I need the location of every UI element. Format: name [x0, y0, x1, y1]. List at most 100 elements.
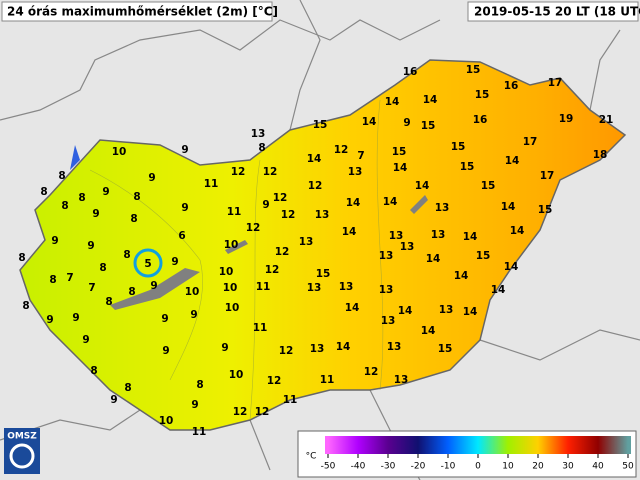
- station-value: 13: [387, 341, 402, 353]
- station-value: 16: [403, 66, 418, 78]
- station-value: 10: [224, 239, 239, 251]
- station-value: 15: [538, 204, 553, 216]
- station-value: 12: [279, 345, 294, 357]
- station-value: 7: [66, 272, 73, 284]
- station-value: 8: [99, 262, 106, 274]
- station-value: 14: [307, 153, 322, 165]
- station-value: 14: [345, 302, 360, 314]
- colorbar-tick-label: -30: [381, 462, 396, 472]
- colorbar-tick-label: -40: [351, 462, 366, 472]
- station-value: 8: [130, 213, 137, 225]
- station-value: 8: [61, 200, 68, 212]
- station-value: 17: [540, 170, 555, 182]
- station-value: 19: [559, 113, 574, 125]
- station-value: 11: [227, 206, 242, 218]
- station-value: 13: [251, 128, 266, 140]
- colorbar-unit: °C: [306, 452, 317, 462]
- station-value: 14: [383, 196, 398, 208]
- colorbar-ticks: -50 -40 -30 -20 -10 0 10 20 30 40 50: [321, 454, 634, 472]
- station-value: 12: [275, 246, 290, 258]
- station-value: 12: [233, 406, 248, 418]
- station-value: 14: [342, 226, 357, 238]
- station-value: 8: [49, 274, 56, 286]
- station-value: 12: [273, 192, 288, 204]
- station-value: 10: [159, 415, 174, 427]
- station-value: 11: [283, 394, 298, 406]
- station-value: 9: [171, 256, 178, 268]
- station-value: 15: [460, 161, 475, 173]
- station-value: 8: [258, 142, 265, 154]
- station-value: 21: [599, 114, 614, 126]
- station-value: 9: [46, 314, 53, 326]
- station-value: 8: [123, 249, 130, 261]
- station-value: 9: [221, 342, 228, 354]
- date-box: [467, 1, 639, 22]
- station-value: 15: [481, 180, 496, 192]
- station-value: 12: [308, 180, 323, 192]
- station-value: 13: [389, 230, 404, 242]
- station-value: 9: [403, 117, 410, 129]
- station-value: 15: [476, 250, 491, 262]
- colorbar-tick-label: -10: [441, 462, 456, 472]
- colorbar: [325, 436, 631, 454]
- station-value: 16: [504, 80, 519, 92]
- station-value: 11: [253, 322, 268, 334]
- station-value: 8: [58, 170, 65, 182]
- contours: [89, 99, 384, 421]
- station-value: 8: [18, 252, 25, 264]
- station-value: 5: [144, 258, 151, 270]
- station-value: 8: [90, 365, 97, 377]
- colorbar-tick-label: 10: [502, 462, 514, 472]
- station-value: 14: [463, 306, 478, 318]
- station-value: 10: [223, 282, 238, 294]
- station-value: 9: [161, 313, 168, 325]
- station-value: 14: [504, 261, 519, 273]
- station-value: 14: [393, 162, 408, 174]
- colorbar-tick-label: -50: [321, 462, 336, 472]
- station-value: 10: [219, 266, 234, 278]
- colorbar-tick-label: 30: [562, 462, 574, 472]
- station-value: 15: [451, 141, 466, 153]
- station-value: 14: [463, 231, 478, 243]
- station-value: 10: [112, 146, 127, 158]
- lake-balaton: [110, 268, 200, 310]
- station-value: 16: [473, 114, 488, 126]
- colorbar-tick-label: 50: [622, 462, 634, 472]
- station-value: 13: [307, 282, 322, 294]
- station-value: 15: [316, 268, 331, 280]
- station-value: 11: [204, 178, 219, 190]
- station-value: 9: [162, 345, 169, 357]
- station-value: 9: [262, 199, 269, 211]
- station-value: 8: [133, 191, 140, 203]
- station-value: 14: [510, 225, 525, 237]
- highlight-circle: [133, 248, 163, 278]
- station-value: 7: [88, 282, 95, 294]
- station-value: 12: [246, 222, 261, 234]
- station-value: 11: [192, 426, 207, 438]
- station-value: 12: [231, 166, 246, 178]
- station-value: 9: [51, 235, 58, 247]
- station-value: 9: [102, 186, 109, 198]
- station-value: 9: [82, 334, 89, 346]
- station-value: 14: [336, 341, 351, 353]
- station-value: 15: [438, 343, 453, 355]
- station-value: 11: [320, 374, 335, 386]
- station-value: 14: [415, 180, 430, 192]
- station-value: 13: [315, 209, 330, 221]
- station-value: 8: [105, 296, 112, 308]
- station-value: 13: [394, 374, 409, 386]
- station-value: 13: [348, 166, 363, 178]
- colorbar-tick-label: -20: [411, 462, 426, 472]
- station-value: 9: [87, 240, 94, 252]
- station-value: 14: [421, 325, 436, 337]
- station-value: 8: [40, 186, 47, 198]
- station-value: 9: [150, 280, 157, 292]
- station-value: 12: [265, 264, 280, 276]
- station-value: 15: [475, 89, 490, 101]
- station-value: 9: [181, 144, 188, 156]
- station-value: 12: [281, 209, 296, 221]
- station-value: 18: [593, 149, 608, 161]
- station-value: 12: [334, 144, 349, 156]
- station-value: 8: [78, 192, 85, 204]
